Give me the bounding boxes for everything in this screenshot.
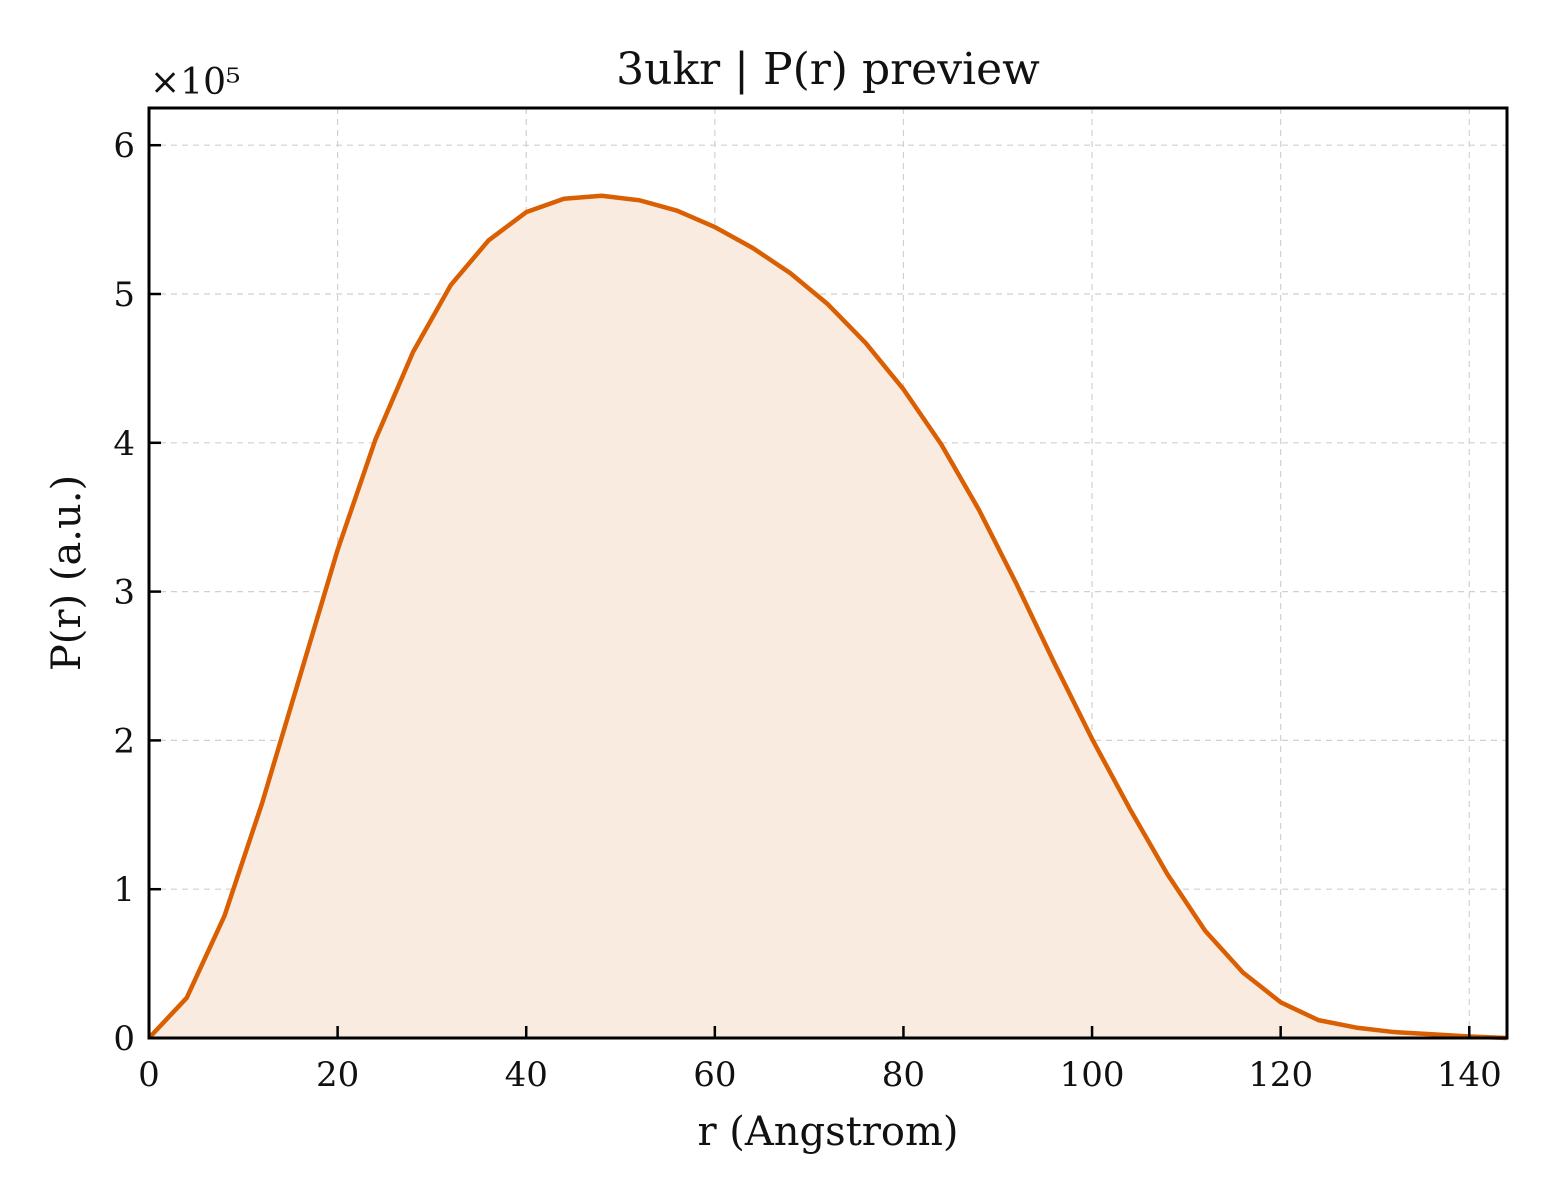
y-tick-label: 5 (113, 275, 135, 315)
y-tick-label: 1 (113, 870, 135, 910)
pr-area-fill (149, 195, 1507, 1039)
x-tick-label: 140 (1437, 1055, 1502, 1095)
pr-series-line (147, 193, 1508, 1041)
y-offset-label: ×10⁵ (150, 62, 240, 103)
plot-frame (147, 106, 1509, 1040)
y-axis-label: P(r) (a.u.) (44, 475, 90, 671)
y-tick-label: 3 (113, 573, 135, 613)
x-tick-label: 40 (505, 1055, 548, 1095)
y-tick-label: 6 (113, 126, 135, 166)
x-axis-label: r (Angstrom) (697, 1109, 958, 1155)
x-tick-label: 120 (1248, 1055, 1313, 1095)
x-tick-label: 20 (316, 1055, 359, 1095)
y-tick-label: 0 (113, 1019, 135, 1059)
tick-labels: 0 20 40 60 80 100 120 140 0 1 2 3 4 5 6 (113, 126, 1501, 1095)
y-tick-label: 2 (113, 721, 135, 761)
x-tick-label: 0 (138, 1055, 160, 1095)
x-tick-label: 100 (1060, 1055, 1125, 1095)
axis-ticks (147, 143, 1471, 1040)
x-tick-label: 60 (693, 1055, 736, 1095)
x-tick-label: 80 (882, 1055, 925, 1095)
y-tick-label: 4 (113, 424, 135, 464)
chart-title: 3ukr | P(r) preview (616, 44, 1040, 95)
